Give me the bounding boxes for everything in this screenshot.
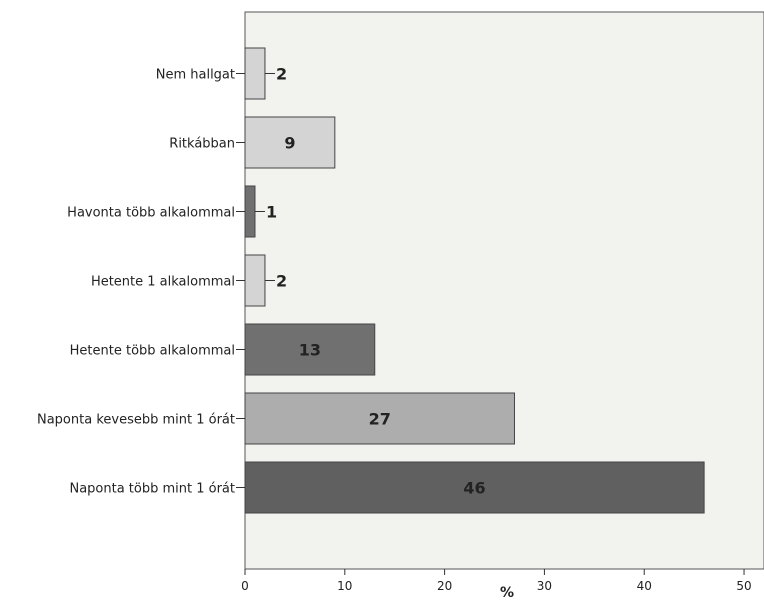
data-label: 2 [276, 272, 287, 291]
x-axis-title: % [500, 585, 514, 601]
x-tick-label: 30 [537, 579, 552, 593]
category-labels: Nem hallgat Ritkábban Havonta több alkalom… [37, 68, 245, 497]
bar [244, 47, 266, 100]
bar [244, 116, 336, 169]
category-label: Hetente több alkalommal [70, 344, 235, 359]
x-tick-label: 20 [437, 579, 452, 593]
data-label: 1 [266, 203, 277, 222]
bar [244, 461, 705, 514]
data-label: 27 [369, 410, 391, 429]
bar [244, 392, 515, 445]
category-label: Nem hallgat [156, 68, 235, 83]
x-tick-label: 0 [241, 579, 249, 593]
x-tick-label: 10 [337, 579, 352, 593]
category-label: Naponta több mint 1 órát [69, 482, 235, 497]
bar [244, 185, 256, 238]
category-label: Naponta kevesebb mint 1 órát [37, 413, 235, 428]
category-label: Ritkábban [169, 137, 235, 152]
x-tick-label: 40 [637, 579, 652, 593]
x-axis: 0 10 20 30 40 50 [241, 569, 752, 593]
bar [244, 323, 376, 376]
data-label: 9 [284, 134, 295, 153]
category-label: Hetente 1 alkalommal [91, 275, 235, 290]
bar [244, 254, 266, 307]
category-label: Havonta több alkalommal [67, 206, 235, 221]
x-tick-label: 50 [736, 579, 751, 593]
bars-layer: 2 9 1 2 13 27 46 [244, 47, 705, 514]
data-label: 46 [463, 479, 485, 498]
data-label: 13 [299, 341, 321, 360]
data-label: 2 [276, 65, 287, 84]
